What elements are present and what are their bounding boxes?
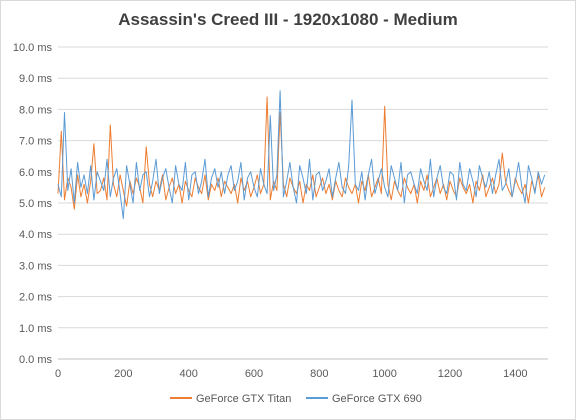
y-tick-label: 4.0 ms <box>19 229 53 241</box>
y-tick-label: 1.0 ms <box>19 323 53 335</box>
x-axis-labels: 0 200 400 600 800 1000 1200 1400 <box>55 368 528 380</box>
y-tick-label: 5.0 ms <box>19 198 53 210</box>
legend-label-2: GeForce GTX 690 <box>332 393 422 405</box>
y-tick-label: 8.0 ms <box>19 104 53 116</box>
series-layer <box>57 90 546 220</box>
x-tick-label: 1400 <box>503 368 527 380</box>
chart-title: Assassin's Creed III - 1920x1080 - Mediu… <box>118 10 458 29</box>
x-tick-label: 800 <box>310 368 328 380</box>
y-axis-labels: 0.0 ms 1.0 ms 2.0 ms 3.0 ms 4.0 ms 5.0 ms 6.0 … <box>13 42 53 366</box>
y-tick-label: 6.0 ms <box>19 167 53 179</box>
series-line-2 <box>57 90 546 220</box>
y-tick-label: 10.0 ms <box>13 42 53 54</box>
gridlines <box>58 46 548 329</box>
x-tick-label: 400 <box>179 368 197 380</box>
y-tick-label: 3.0 ms <box>19 260 53 272</box>
y-tick-label: 2.0 ms <box>19 292 53 304</box>
x-tick-label: 1200 <box>438 368 462 380</box>
x-tick-label: 200 <box>114 368 132 380</box>
legend-label-1: GeForce GTX Titan <box>196 393 291 405</box>
x-tick-label: 0 <box>55 368 61 380</box>
x-tick-label: 1000 <box>372 368 396 380</box>
y-tick-label: 7.0 ms <box>19 136 53 148</box>
y-tick-label: 0.0 ms <box>19 354 53 366</box>
legend: GeForce GTX Titan GeForce GTX 690 <box>170 393 422 405</box>
x-tick-label: 600 <box>245 368 263 380</box>
y-tick-label: 9.0 ms <box>19 73 53 85</box>
